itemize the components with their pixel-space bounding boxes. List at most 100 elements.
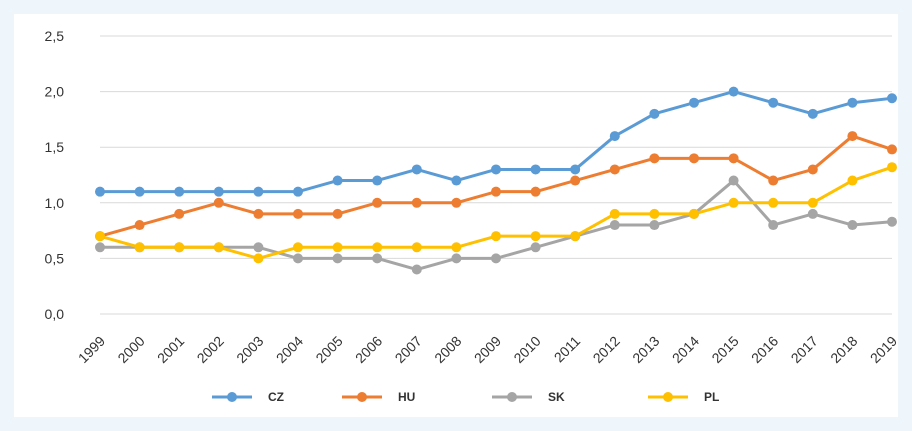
data-point-cz	[649, 108, 660, 119]
x-tick-label: 2000	[114, 333, 147, 366]
data-point-sk	[95, 242, 105, 253]
y-tick-label: 2,0	[45, 84, 65, 100]
data-point-sk	[649, 220, 660, 231]
data-point-cz	[491, 164, 501, 175]
x-tick-label: 2012	[590, 333, 623, 366]
data-point-cz	[609, 131, 620, 142]
data-point-cz	[332, 175, 343, 186]
data-point-cz	[213, 186, 224, 197]
legend-label-cz: CZ	[268, 390, 284, 404]
data-point-pl	[134, 242, 145, 253]
data-point-hu	[451, 197, 462, 208]
x-tick-label: 2003	[233, 333, 266, 366]
data-point-pl	[649, 208, 660, 219]
data-point-pl	[253, 253, 264, 264]
data-point-pl	[807, 197, 818, 208]
x-tick-label: 1999	[75, 333, 108, 366]
x-tick-label: 2015	[708, 333, 741, 366]
y-tick-label: 0,5	[45, 250, 65, 266]
data-point-cz	[95, 186, 105, 197]
data-point-hu	[728, 153, 739, 164]
x-tick-label: 2019	[867, 333, 898, 366]
legend-marker-pl	[663, 392, 673, 402]
data-point-cz	[728, 86, 739, 97]
x-tick-label: 2011	[551, 333, 584, 366]
data-point-sk	[887, 216, 897, 227]
x-tick-label: 2017	[788, 333, 821, 366]
data-point-cz	[411, 164, 422, 175]
data-point-hu	[887, 144, 897, 155]
x-tick-label: 2005	[312, 333, 345, 366]
data-point-pl	[332, 242, 343, 253]
data-point-cz	[134, 186, 145, 197]
line-chart: 0,00,51,01,52,02,5 1999 2000 2001 2002 2003 2…	[45, 28, 898, 404]
data-point-hu	[372, 197, 383, 208]
y-tick-label: 1,0	[45, 195, 65, 211]
data-point-hu	[570, 175, 581, 186]
data-point-hu	[530, 186, 541, 197]
x-tick-label: 2007	[392, 333, 425, 366]
chart-card: 0,0 0,5 1,0 1,5 2,0 2,5 1999 2000 2001 2002 2003 2…	[14, 14, 898, 417]
data-point-sk	[451, 253, 462, 264]
data-point-sk	[609, 220, 620, 231]
data-point-cz	[689, 97, 699, 108]
x-tick-label: 2014	[669, 333, 702, 366]
data-point-pl	[174, 242, 185, 253]
data-point-sk	[530, 242, 541, 253]
data-point-sk	[253, 242, 264, 253]
legend-marker-hu	[357, 392, 367, 402]
data-point-hu	[213, 197, 224, 208]
data-point-sk	[332, 253, 343, 264]
data-point-cz	[253, 186, 264, 197]
legend-marker-sk	[507, 392, 517, 402]
data-point-hu	[332, 208, 343, 219]
x-tick-label: 2008	[431, 333, 464, 366]
data-point-cz	[174, 186, 185, 197]
x-tick-label: 2002	[194, 333, 227, 366]
x-tick-label: 2001	[154, 333, 187, 366]
x-axis-ticks: 1999 2000 2001 2002 2003 2004 2005 2006 2007 2008…	[75, 333, 898, 366]
y-tick-label: 1,5	[45, 139, 65, 155]
data-point-hu	[807, 164, 818, 175]
legend-marker-cz	[227, 392, 237, 402]
y-tick-label: 2,5	[45, 28, 65, 44]
y-tick-label: 0,0	[45, 306, 65, 322]
data-point-hu	[689, 153, 699, 164]
data-point-cz	[847, 97, 858, 108]
data-point-hu	[411, 197, 422, 208]
data-point-pl	[411, 242, 422, 253]
x-tick-label: 2004	[273, 333, 306, 366]
x-tick-label: 2013	[629, 333, 662, 366]
data-point-cz	[451, 175, 462, 186]
legend: CZ HU SK PL	[212, 390, 719, 404]
data-point-sk	[372, 253, 383, 264]
data-point-pl	[293, 242, 303, 253]
data-point-pl	[491, 231, 501, 242]
data-point-pl	[213, 242, 224, 253]
series-points	[95, 86, 897, 275]
data-point-cz	[768, 97, 779, 108]
x-tick-label: 2016	[748, 333, 781, 366]
data-point-sk	[411, 264, 422, 275]
data-point-hu	[609, 164, 620, 175]
data-point-cz	[293, 186, 303, 197]
data-point-pl	[847, 175, 858, 186]
x-tick-label: 2010	[510, 333, 543, 366]
data-point-hu	[134, 220, 145, 231]
data-point-pl	[728, 197, 739, 208]
legend-label-hu: HU	[398, 390, 415, 404]
y-axis-ticks: 0,0 0,5 1,0 1,5 2,0 2,5	[45, 28, 65, 322]
data-point-pl	[887, 162, 897, 173]
data-point-pl	[570, 231, 581, 242]
data-point-hu	[847, 131, 858, 142]
data-point-sk	[728, 175, 739, 186]
legend-label-sk: SK	[548, 390, 565, 404]
data-point-hu	[174, 208, 185, 219]
data-point-sk	[847, 220, 858, 231]
data-point-sk	[491, 253, 501, 264]
data-point-pl	[609, 208, 620, 219]
data-point-cz	[570, 164, 581, 175]
data-point-hu	[491, 186, 501, 197]
data-point-sk	[807, 208, 818, 219]
x-tick-label: 2009	[471, 333, 504, 366]
